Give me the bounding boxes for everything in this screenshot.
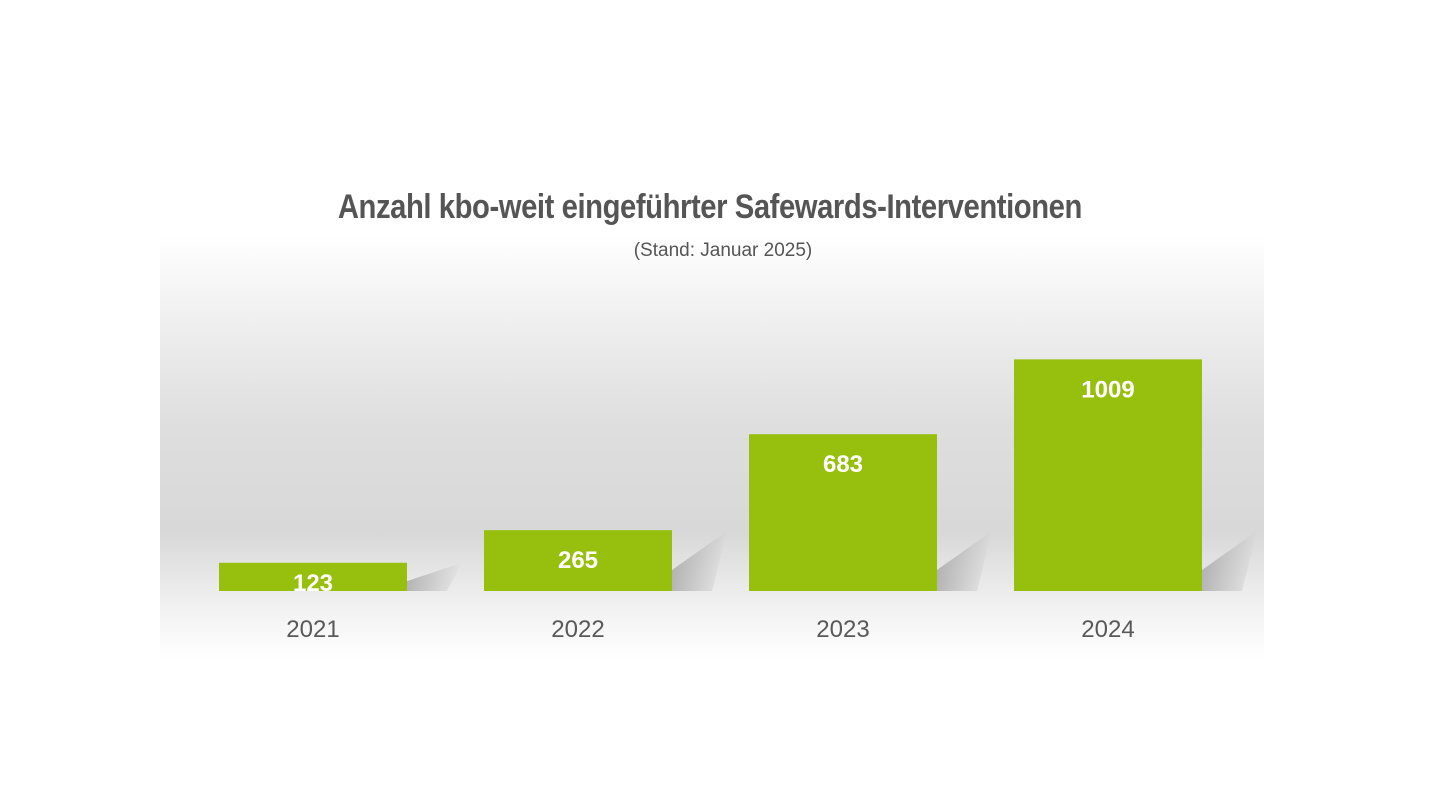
bar-shadow (937, 531, 992, 591)
value-label-2024: 1009 (1081, 376, 1134, 403)
value-label-2021: 123 (293, 570, 333, 597)
bar-shadow (407, 562, 462, 591)
bars (219, 359, 1202, 591)
value-labels: 123 265 683 1009 (293, 376, 1135, 597)
bar-2021 (219, 562, 407, 591)
bar-shadow (672, 531, 727, 591)
bar-2022 (484, 530, 672, 591)
bar-shadows (407, 531, 1257, 591)
bar-2023 (749, 434, 937, 591)
value-label-2023: 683 (823, 451, 863, 478)
x-tick-label-2023: 2023 (816, 616, 869, 643)
x-tick-label-2022: 2022 (551, 616, 604, 643)
x-tick-label-2021: 2021 (286, 616, 339, 643)
bar-2024 (1014, 359, 1202, 591)
bar-shadow (1202, 531, 1257, 591)
value-label-2022: 265 (558, 547, 598, 574)
chart-subtitle: (Stand: Januar 2025) (633, 240, 813, 261)
x-tick-label-2024: 2024 (1081, 616, 1134, 643)
chart-title: Anzahl kbo-weit eingeführter Safewards-I… (337, 188, 1082, 226)
x-tick-labels: 2021 2022 2023 2024 (286, 616, 1134, 643)
